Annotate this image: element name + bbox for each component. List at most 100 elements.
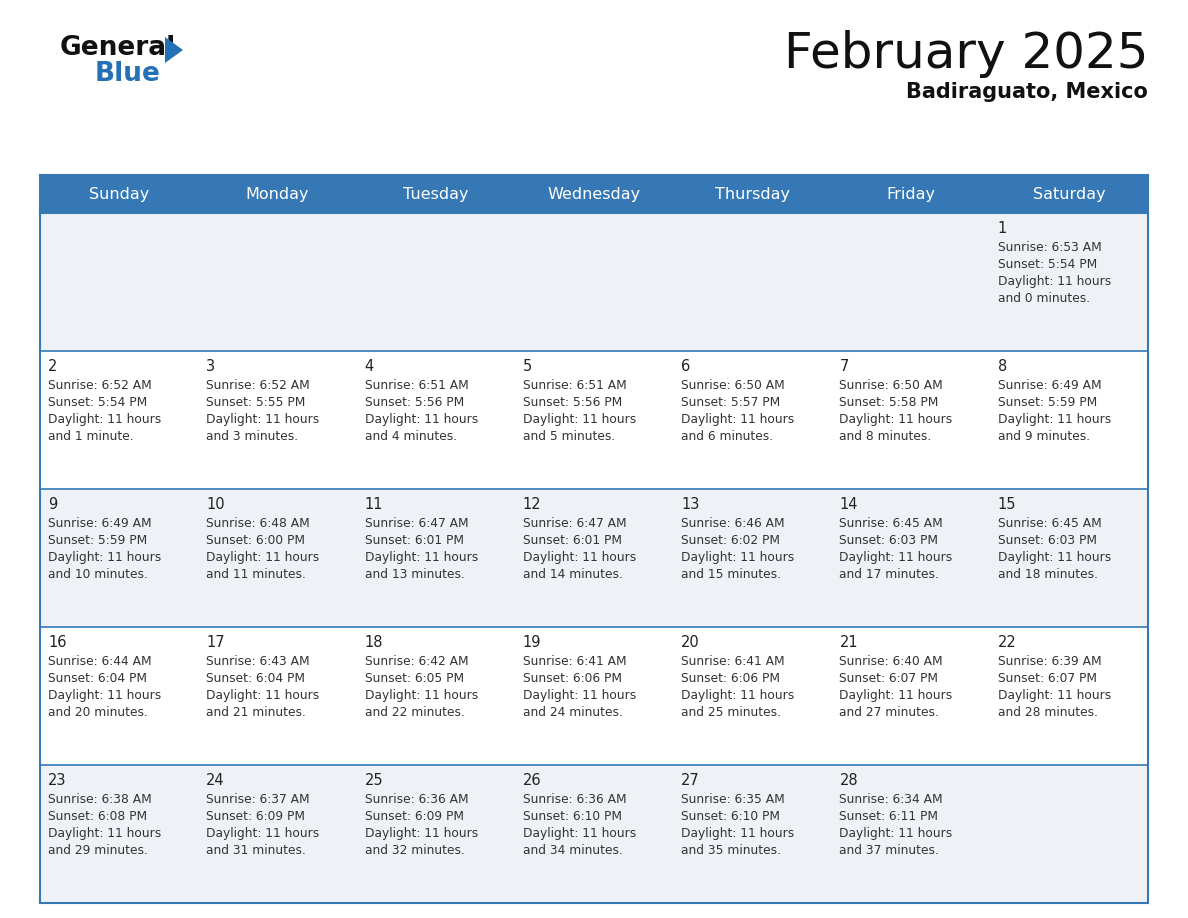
Text: 23: 23 (48, 773, 67, 788)
Bar (198, 765, 356, 903)
Bar (514, 351, 674, 489)
Bar (674, 489, 832, 627)
Text: Sunset: 5:54 PM: Sunset: 5:54 PM (998, 258, 1097, 271)
Text: February 2025: February 2025 (784, 30, 1148, 78)
Text: Daylight: 11 hours: Daylight: 11 hours (48, 827, 162, 840)
Text: Sunset: 6:04 PM: Sunset: 6:04 PM (48, 672, 147, 685)
Text: and 28 minutes.: and 28 minutes. (998, 706, 1098, 719)
Bar (356, 213, 514, 351)
Bar (990, 213, 1148, 351)
Bar (674, 213, 832, 351)
Text: and 9 minutes.: and 9 minutes. (998, 430, 1089, 443)
Bar (514, 213, 674, 351)
Text: 11: 11 (365, 497, 383, 512)
Bar (40, 489, 198, 627)
Polygon shape (165, 37, 183, 63)
Text: Daylight: 11 hours: Daylight: 11 hours (681, 827, 795, 840)
Text: 8: 8 (998, 359, 1007, 374)
Text: Sunset: 6:09 PM: Sunset: 6:09 PM (365, 810, 463, 823)
Text: and 22 minutes.: and 22 minutes. (365, 706, 465, 719)
Text: Sunday: Sunday (89, 186, 150, 201)
Text: Daylight: 11 hours: Daylight: 11 hours (207, 827, 320, 840)
Bar (674, 627, 832, 765)
Text: Daylight: 11 hours: Daylight: 11 hours (48, 413, 162, 426)
Bar (356, 489, 514, 627)
Bar (514, 489, 674, 627)
Text: Daylight: 11 hours: Daylight: 11 hours (365, 827, 478, 840)
Text: Sunset: 6:09 PM: Sunset: 6:09 PM (207, 810, 305, 823)
Text: Daylight: 11 hours: Daylight: 11 hours (207, 689, 320, 702)
Text: Daylight: 11 hours: Daylight: 11 hours (681, 689, 795, 702)
Text: 6: 6 (681, 359, 690, 374)
Text: Sunrise: 6:37 AM: Sunrise: 6:37 AM (207, 793, 310, 806)
Bar (514, 175, 674, 213)
Text: Daylight: 11 hours: Daylight: 11 hours (207, 551, 320, 564)
Text: and 14 minutes.: and 14 minutes. (523, 568, 623, 581)
Bar (832, 765, 990, 903)
Text: and 35 minutes.: and 35 minutes. (681, 844, 782, 857)
Text: Sunrise: 6:35 AM: Sunrise: 6:35 AM (681, 793, 785, 806)
Text: Daylight: 11 hours: Daylight: 11 hours (365, 551, 478, 564)
Text: Daylight: 11 hours: Daylight: 11 hours (365, 413, 478, 426)
Text: Sunrise: 6:53 AM: Sunrise: 6:53 AM (998, 241, 1101, 254)
Text: Daylight: 11 hours: Daylight: 11 hours (681, 551, 795, 564)
Text: Daylight: 11 hours: Daylight: 11 hours (48, 689, 162, 702)
Text: and 24 minutes.: and 24 minutes. (523, 706, 623, 719)
Text: Sunrise: 6:52 AM: Sunrise: 6:52 AM (48, 379, 152, 392)
Text: 5: 5 (523, 359, 532, 374)
Text: 15: 15 (998, 497, 1016, 512)
Bar (40, 765, 198, 903)
Text: Sunset: 6:00 PM: Sunset: 6:00 PM (207, 534, 305, 547)
Text: 4: 4 (365, 359, 374, 374)
Bar (514, 627, 674, 765)
Text: 10: 10 (207, 497, 225, 512)
Text: Sunrise: 6:36 AM: Sunrise: 6:36 AM (523, 793, 626, 806)
Text: 17: 17 (207, 635, 225, 650)
Text: General: General (61, 35, 176, 61)
Text: Sunset: 5:57 PM: Sunset: 5:57 PM (681, 396, 781, 409)
Bar (990, 765, 1148, 903)
Text: and 11 minutes.: and 11 minutes. (207, 568, 307, 581)
Text: Sunset: 6:01 PM: Sunset: 6:01 PM (523, 534, 621, 547)
Bar (198, 489, 356, 627)
Text: Daylight: 11 hours: Daylight: 11 hours (523, 689, 636, 702)
Text: Daylight: 11 hours: Daylight: 11 hours (998, 413, 1111, 426)
Text: Sunrise: 6:46 AM: Sunrise: 6:46 AM (681, 517, 785, 530)
Text: Sunset: 6:08 PM: Sunset: 6:08 PM (48, 810, 147, 823)
Text: Daylight: 11 hours: Daylight: 11 hours (998, 275, 1111, 288)
Text: Daylight: 11 hours: Daylight: 11 hours (681, 413, 795, 426)
Bar (832, 627, 990, 765)
Bar (198, 213, 356, 351)
Text: Sunset: 5:55 PM: Sunset: 5:55 PM (207, 396, 305, 409)
Bar (40, 627, 198, 765)
Text: 18: 18 (365, 635, 383, 650)
Text: Sunset: 6:04 PM: Sunset: 6:04 PM (207, 672, 305, 685)
Text: and 32 minutes.: and 32 minutes. (365, 844, 465, 857)
Text: Sunrise: 6:45 AM: Sunrise: 6:45 AM (998, 517, 1101, 530)
Text: and 21 minutes.: and 21 minutes. (207, 706, 307, 719)
Text: Daylight: 11 hours: Daylight: 11 hours (523, 413, 636, 426)
Bar (198, 627, 356, 765)
Bar (356, 765, 514, 903)
Bar (198, 175, 356, 213)
Text: and 13 minutes.: and 13 minutes. (365, 568, 465, 581)
Text: and 3 minutes.: and 3 minutes. (207, 430, 298, 443)
Text: 20: 20 (681, 635, 700, 650)
Text: Sunrise: 6:52 AM: Sunrise: 6:52 AM (207, 379, 310, 392)
Text: and 20 minutes.: and 20 minutes. (48, 706, 147, 719)
Bar (198, 351, 356, 489)
Text: Thursday: Thursday (715, 186, 790, 201)
Text: Sunrise: 6:50 AM: Sunrise: 6:50 AM (840, 379, 943, 392)
Bar (40, 351, 198, 489)
Text: and 5 minutes.: and 5 minutes. (523, 430, 615, 443)
Text: 21: 21 (840, 635, 858, 650)
Text: 9: 9 (48, 497, 57, 512)
Text: Sunrise: 6:47 AM: Sunrise: 6:47 AM (523, 517, 626, 530)
Bar (674, 351, 832, 489)
Text: and 18 minutes.: and 18 minutes. (998, 568, 1098, 581)
Text: 3: 3 (207, 359, 215, 374)
Text: Sunset: 6:10 PM: Sunset: 6:10 PM (523, 810, 621, 823)
Text: Daylight: 11 hours: Daylight: 11 hours (523, 551, 636, 564)
Text: Sunset: 6:10 PM: Sunset: 6:10 PM (681, 810, 781, 823)
Text: Wednesday: Wednesday (548, 186, 640, 201)
